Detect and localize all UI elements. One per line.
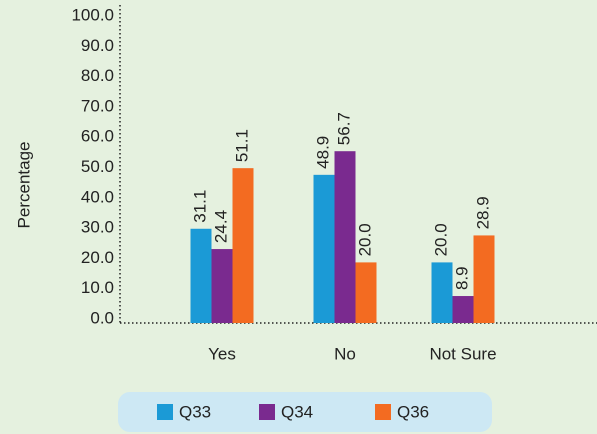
value-label: 20.0 — [355, 223, 374, 256]
bar — [355, 262, 377, 323]
y-tick-label: 0.0 — [90, 308, 114, 327]
y-tick-label: 20.0 — [81, 248, 114, 267]
y-tick-label: 40.0 — [81, 187, 114, 206]
bar — [334, 151, 356, 323]
value-label: 56.7 — [334, 112, 353, 145]
bar — [313, 174, 335, 323]
legend-box — [118, 392, 492, 432]
x-tick-label: No — [334, 344, 356, 363]
bar — [190, 228, 212, 323]
legend-label: Q34 — [281, 402, 313, 421]
bar — [211, 249, 233, 323]
y-axis-label: Percentage — [14, 142, 33, 229]
legend-label: Q36 — [397, 402, 429, 421]
y-tick-label: 80.0 — [81, 66, 114, 85]
legend-swatch — [157, 404, 173, 420]
bar — [452, 296, 474, 323]
value-label: 51.1 — [232, 129, 251, 162]
bar — [431, 262, 453, 323]
value-label: 24.4 — [211, 210, 230, 243]
legend-label: Q33 — [179, 402, 211, 421]
y-tick-label: 70.0 — [81, 96, 114, 115]
value-label: 8.9 — [452, 266, 471, 290]
y-tick-label: 100.0 — [71, 5, 114, 24]
bar — [232, 168, 254, 323]
value-label: 31.1 — [190, 190, 209, 223]
y-tick-label: 60.0 — [81, 127, 114, 146]
legend-swatch — [375, 404, 391, 420]
x-tick-label: Yes — [208, 344, 236, 363]
y-tick-label: 30.0 — [81, 218, 114, 237]
value-label: 48.9 — [313, 136, 332, 169]
y-tick-label: 50.0 — [81, 157, 114, 176]
y-tick-label: 10.0 — [81, 278, 114, 297]
legend-swatch — [259, 404, 275, 420]
bar — [473, 235, 495, 323]
value-label: 28.9 — [473, 196, 492, 229]
x-tick-label: Not Sure — [429, 344, 496, 363]
value-label: 20.0 — [431, 223, 450, 256]
y-tick-label: 90.0 — [81, 36, 114, 55]
